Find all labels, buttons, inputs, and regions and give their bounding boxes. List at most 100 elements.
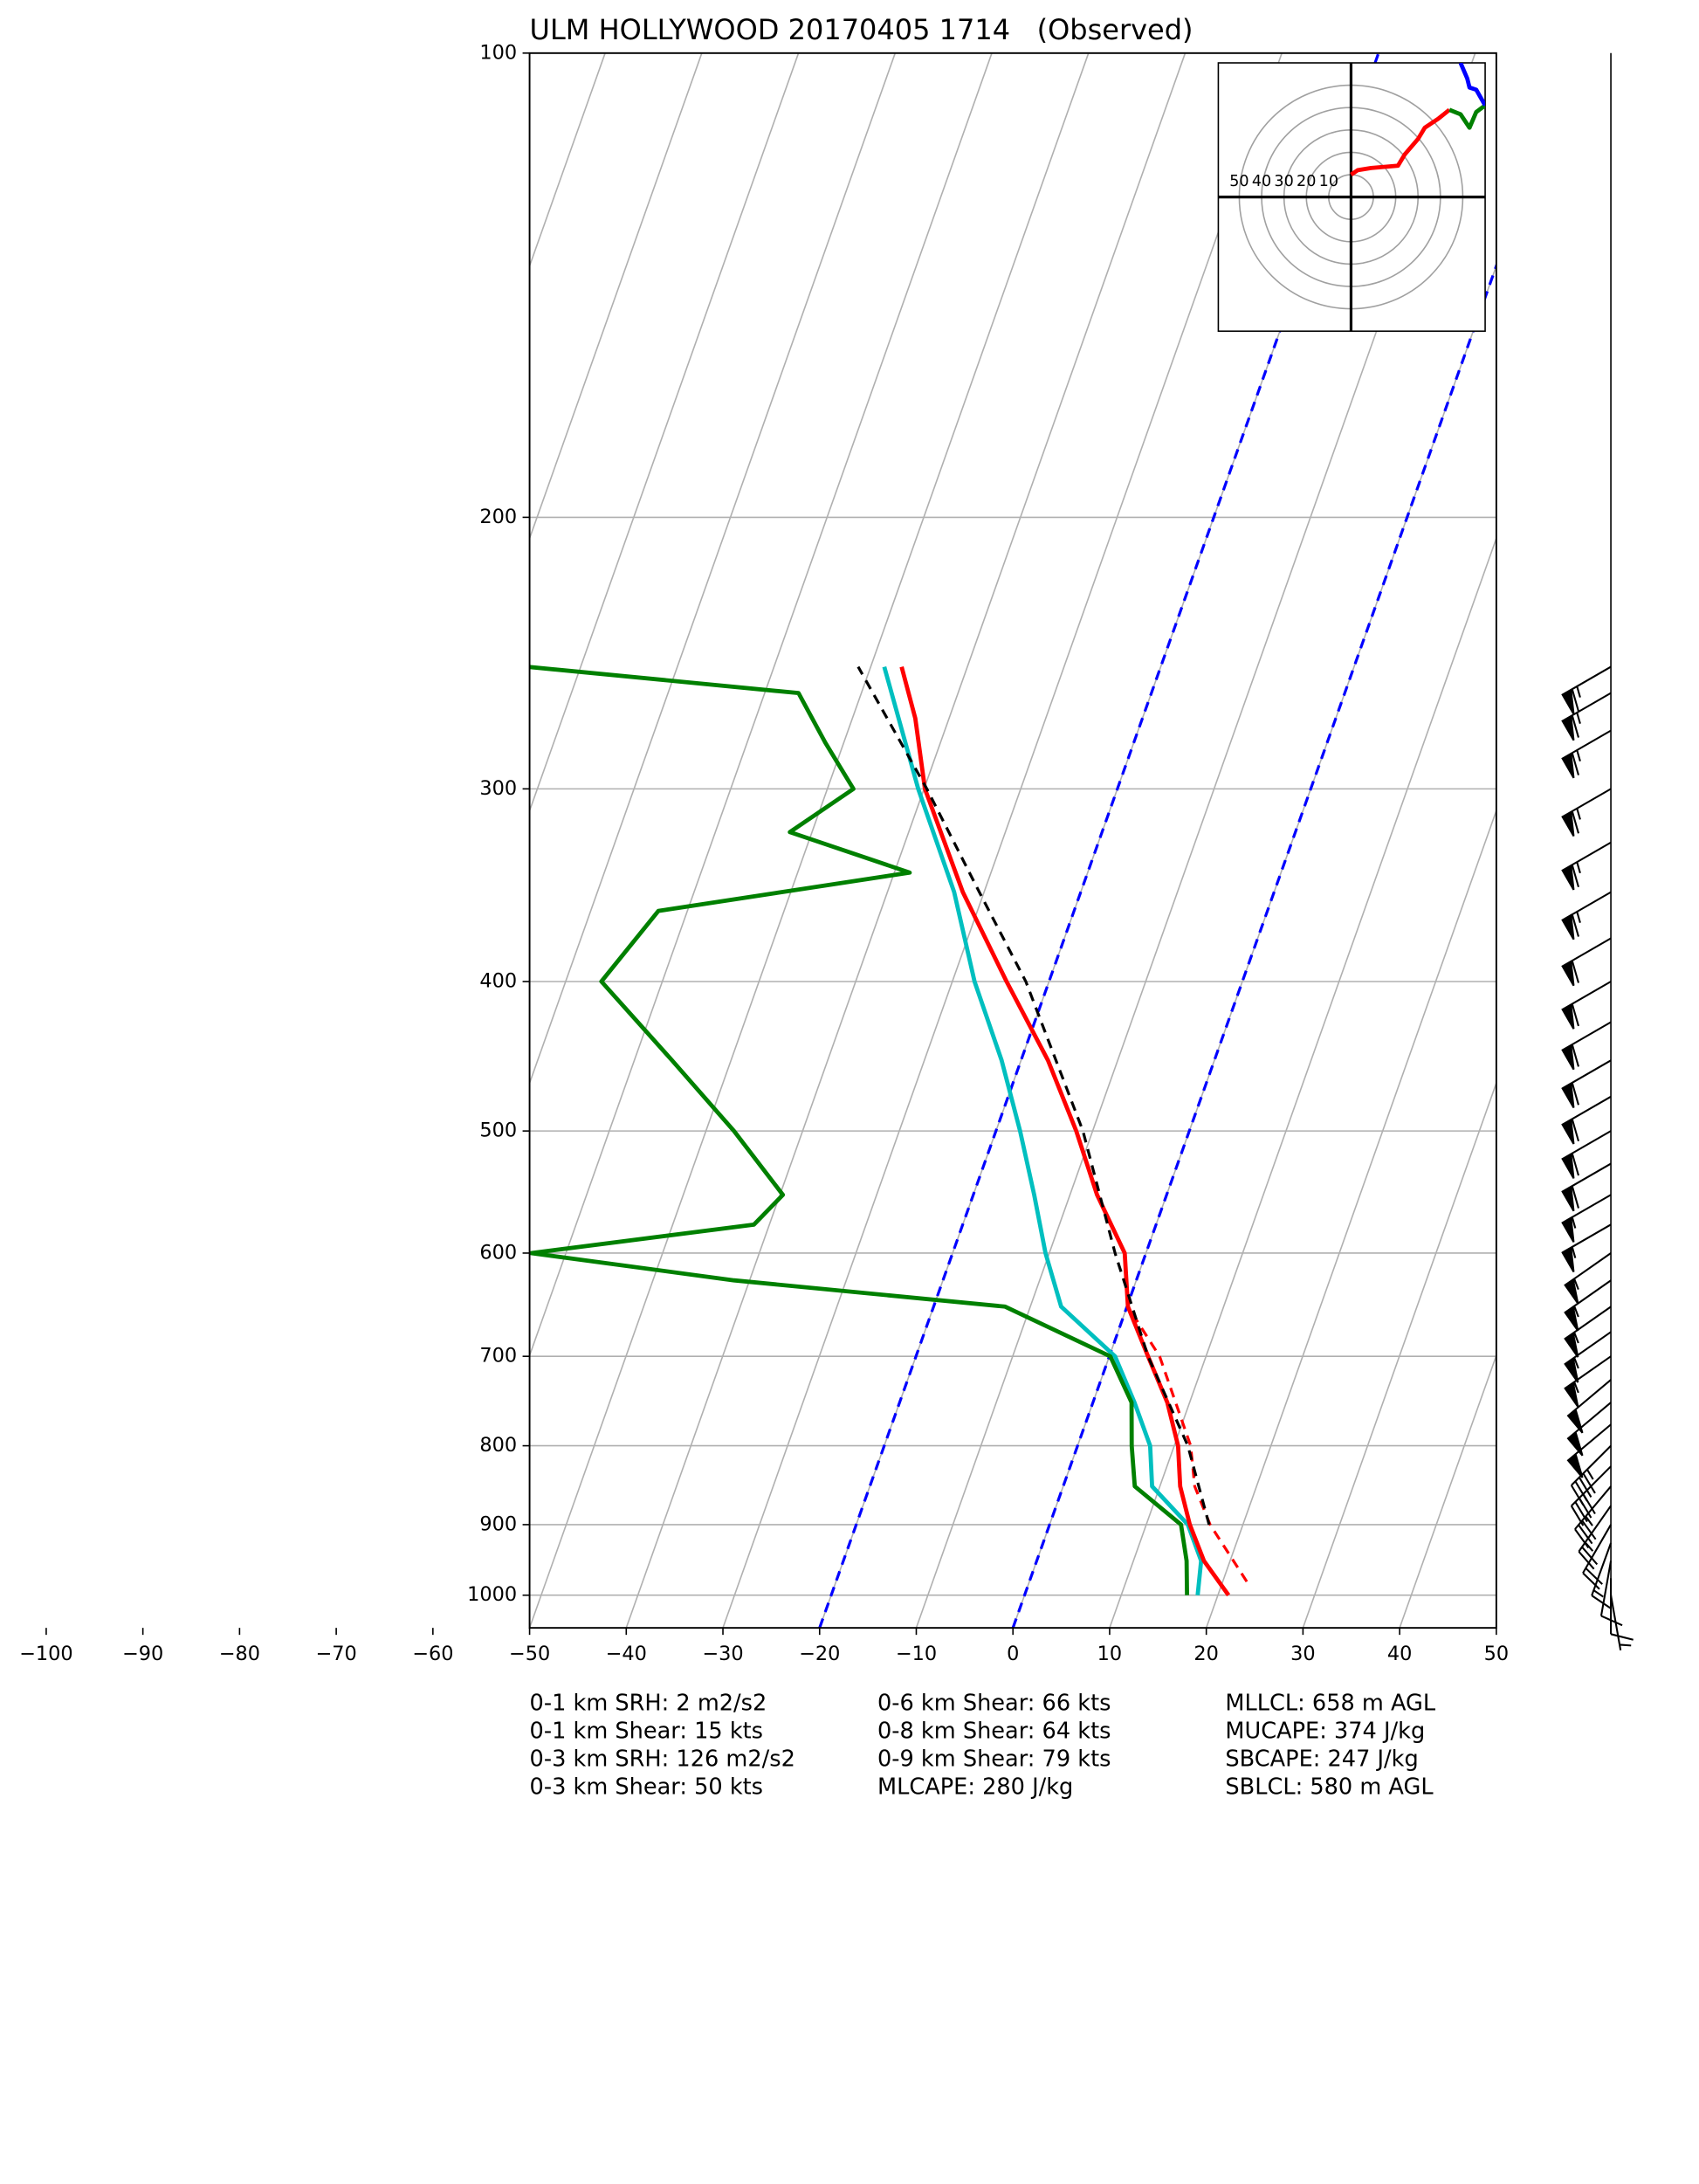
hodo-line	[1448, 103, 1486, 130]
wind-barb	[1561, 1162, 1612, 1212]
stat-text: 0-1 km SRH: 2 m2/s2	[530, 1691, 767, 1717]
grid-layer	[529, 52, 1496, 1629]
x-tick-label: −70	[315, 1643, 356, 1665]
wind-barb	[1561, 1021, 1612, 1071]
x-tick-label: −50	[509, 1643, 550, 1665]
x-tick-label: 30	[1290, 1643, 1316, 1665]
hodo-line	[1458, 63, 1486, 107]
stat-text: MUCAPE: 374 J/kg	[1225, 1719, 1425, 1745]
wind-barbs	[1561, 665, 1634, 1650]
wind-barb	[1591, 1542, 1613, 1609]
y-tick-label: 400	[479, 969, 517, 992]
wind-barb	[1564, 1306, 1612, 1358]
isotherm-line	[625, 52, 1187, 1629]
y-tick-label: 200	[479, 506, 517, 528]
wind-barb	[1561, 665, 1612, 715]
stat-text: 0-8 km Shear: 64 kts	[877, 1719, 1111, 1745]
hodo-ring-label: 30	[1274, 173, 1293, 190]
x-tick-label: 20	[1193, 1643, 1219, 1665]
x-tick-label: −60	[412, 1643, 453, 1665]
x-tick-label: −80	[219, 1643, 260, 1665]
wind-barb	[1561, 788, 1612, 837]
y-tick-label: 300	[479, 777, 517, 800]
wind-barb	[1561, 1223, 1612, 1273]
wind-barb	[1561, 1130, 1612, 1179]
profile-line	[856, 665, 1211, 1526]
stat-text: 0-6 km Shear: 66 kts	[877, 1691, 1111, 1717]
isotherm-line	[529, 52, 800, 813]
profile-line	[899, 665, 1231, 1597]
wind-barb	[1561, 1194, 1612, 1243]
wind-barb	[1564, 1279, 1612, 1332]
x-tick-label: −20	[799, 1643, 840, 1665]
wind-barb	[1582, 1524, 1612, 1590]
wind-barb	[1574, 1485, 1612, 1549]
wind-barb	[1561, 1095, 1612, 1145]
stats: 0-1 km SRH: 2 m2/s20-1 km Shear: 15 kts0…	[530, 1691, 1436, 1801]
wind-barb	[1566, 1402, 1612, 1457]
profile-layer	[529, 665, 1248, 1597]
hodo-ring-label: 40	[1252, 173, 1271, 190]
stat-text: 0-1 km Shear: 15 kts	[530, 1719, 763, 1745]
stat-text: 0-9 km Shear: 79 kts	[877, 1747, 1111, 1773]
stat-text: 0-3 km Shear: 50 kts	[530, 1774, 763, 1801]
x-tick-label: 0	[1007, 1643, 1019, 1665]
wind-barb	[1599, 1560, 1623, 1627]
isotherm-line	[529, 52, 993, 1358]
stat-text: MLCAPE: 280 J/kg	[877, 1774, 1073, 1801]
x-tick-label: −10	[896, 1643, 937, 1665]
x-tick-label: −30	[702, 1643, 743, 1665]
x-tick-label: 50	[1484, 1643, 1510, 1665]
stat-text: MLLCL: 658 m AGL	[1225, 1691, 1435, 1717]
wind-barb	[1561, 937, 1612, 987]
wind-barb	[1610, 1595, 1632, 1650]
isotherm-line	[529, 52, 897, 1085]
x-tick-label: −40	[606, 1643, 647, 1665]
chart-title: ULM HOLLYWOOD 20170405 1714 (Observed)	[530, 13, 1193, 46]
hodo-ring-label: 50	[1229, 173, 1248, 190]
stat-text: SBLCL: 580 m AGL	[1225, 1774, 1434, 1801]
stat-text: 0-3 km SRH: 126 m2/s2	[530, 1747, 795, 1773]
wind-barb	[1561, 1059, 1612, 1109]
hodo-ring-label: 20	[1297, 173, 1316, 190]
y-tick-label: 100	[479, 41, 517, 64]
wind-barb	[1564, 1252, 1612, 1305]
hodo-line	[1350, 107, 1451, 177]
y-tick-label: 700	[479, 1345, 517, 1368]
wind-barb	[1566, 1379, 1612, 1434]
isotherm-line	[1109, 536, 1496, 1629]
wind-barb	[1561, 841, 1612, 891]
wind-barb	[1564, 1355, 1612, 1408]
isotherm-line	[1302, 1080, 1496, 1629]
wind-barb	[1561, 692, 1612, 741]
profile-line	[882, 665, 1204, 1595]
wind-barb	[1570, 1444, 1612, 1506]
hodo-ring-label: 10	[1319, 173, 1338, 190]
wind-barb	[1561, 891, 1612, 940]
isotherm-line	[529, 52, 703, 541]
stat-text: SBCAPE: 247 J/kg	[1225, 1747, 1418, 1773]
wind-barb	[1561, 981, 1612, 1030]
x-tick-label: −100	[19, 1643, 73, 1665]
wind-barb	[1564, 1331, 1612, 1383]
wind-barb	[1561, 729, 1612, 779]
x-tick-label: 40	[1387, 1643, 1413, 1665]
profile-line	[1126, 1306, 1248, 1583]
x-tick-label: 10	[1097, 1643, 1123, 1665]
y-tick-label: 800	[479, 1434, 517, 1457]
isotherm-line	[1205, 809, 1496, 1629]
x-tick-label: −90	[122, 1643, 163, 1665]
wind-barb	[1610, 1578, 1634, 1641]
y-tick-label: 500	[479, 1120, 517, 1142]
y-tick-label: 900	[479, 1512, 517, 1535]
isotherm-line	[1399, 1353, 1496, 1629]
y-tick-label: 600	[479, 1241, 517, 1264]
isotherm-line	[529, 52, 606, 268]
isotherm-line	[722, 52, 1283, 1629]
y-tick-label: 1000	[467, 1583, 517, 1606]
wind-barb	[1566, 1423, 1612, 1478]
